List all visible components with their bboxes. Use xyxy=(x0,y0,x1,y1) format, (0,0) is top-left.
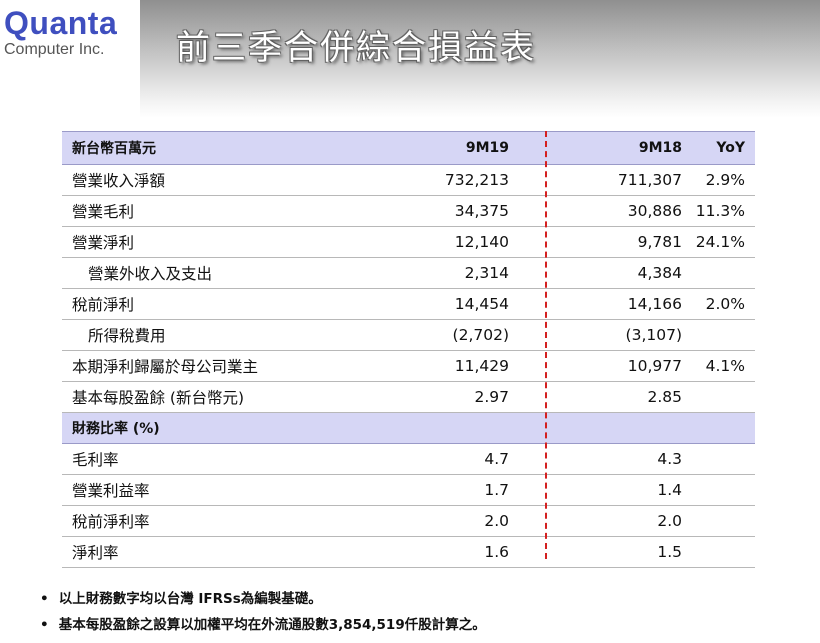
table-row: 本期淨利歸屬於母公司業主 11,429 10,977 4.1% xyxy=(62,350,755,382)
header-logo-area xyxy=(0,0,140,118)
ratio-label: 淨利率 xyxy=(62,536,422,568)
row-value-9m19: 2,314 xyxy=(422,257,545,289)
row-label: 營業淨利 xyxy=(62,226,422,258)
footnote-item: • 基本每股盈餘之設算以加權平均在外流通股數3,854,519仟股計算之。 xyxy=(40,612,486,638)
section-empty-cell xyxy=(545,412,690,444)
footnote-text: 基本每股盈餘之設算以加權平均在外流通股數3,854,519仟股計算之。 xyxy=(58,617,486,633)
row-value-9m19: (2,702) xyxy=(422,319,545,351)
ratio-value-9m18: 1.5 xyxy=(545,536,690,568)
row-value-yoy: 4.1% xyxy=(690,350,755,382)
row-value-9m19: 2.97 xyxy=(422,381,545,413)
row-value-yoy xyxy=(690,257,755,289)
header-col-9m19: 9M19 xyxy=(422,131,545,165)
row-label: 所得稅費用 xyxy=(62,319,422,351)
ratio-row: 營業利益率 1.7 1.4 xyxy=(62,474,755,506)
ratio-value-yoy xyxy=(690,443,755,475)
header-gradient-band xyxy=(140,0,820,118)
row-value-9m18: 9,781 xyxy=(545,226,690,258)
row-value-9m18: 14,166 xyxy=(545,288,690,320)
table-row: 稅前淨利 14,454 14,166 2.0% xyxy=(62,288,755,320)
ratio-row: 淨利率 1.6 1.5 xyxy=(62,536,755,568)
row-value-yoy: 2.9% xyxy=(690,164,755,196)
table-row: 營業淨利 12,140 9,781 24.1% xyxy=(62,226,755,258)
ratio-value-9m19: 1.6 xyxy=(422,536,545,568)
row-label: 本期淨利歸屬於母公司業主 xyxy=(62,350,422,382)
section-empty-cell xyxy=(422,412,545,444)
table-row: 營業收入淨額 732,213 711,307 2.9% xyxy=(62,164,755,196)
ratio-label: 毛利率 xyxy=(62,443,422,475)
header-col-9m18: 9M18 xyxy=(545,131,690,165)
ratio-label: 稅前淨利率 xyxy=(62,505,422,537)
header-col-yoy: YoY xyxy=(690,131,755,165)
row-value-yoy xyxy=(690,319,755,351)
bullet-icon: • xyxy=(40,617,49,633)
income-statement-table-wrap: 新台幣百萬元 9M19 9M18 YoY 營業收入淨額 732,213 711,30… xyxy=(62,131,755,568)
footnote-text: 以上財務數字均以台灣 IFRSs為編製基礎。 xyxy=(58,591,322,607)
ratio-row: 毛利率 4.7 4.3 xyxy=(62,443,755,475)
ratio-value-9m18: 1.4 xyxy=(545,474,690,506)
ratio-row: 稅前淨利率 2.0 2.0 xyxy=(62,505,755,537)
logo-wordmark: Quanta xyxy=(4,5,118,41)
footnote-item: • 以上財務數字均以台灣 IFRSs為編製基礎。 xyxy=(40,586,486,612)
row-label: 營業外收入及支出 xyxy=(62,257,422,289)
row-value-9m18: (3,107) xyxy=(545,319,690,351)
table-header-row: 新台幣百萬元 9M19 9M18 YoY xyxy=(62,131,755,165)
ratio-value-9m19: 4.7 xyxy=(422,443,545,475)
row-value-9m18: 4,384 xyxy=(545,257,690,289)
row-value-9m18: 711,307 xyxy=(545,164,690,196)
ratio-value-9m18: 2.0 xyxy=(545,505,690,537)
company-logo: Quanta Computer Inc. xyxy=(4,6,117,60)
column-divider-dashed xyxy=(545,131,547,559)
income-statement-table: 新台幣百萬元 9M19 9M18 YoY 營業收入淨額 732,213 711,30… xyxy=(62,131,755,568)
ratio-value-yoy xyxy=(690,536,755,568)
section-empty-cell xyxy=(690,412,755,444)
page-title: 前三季合併綜合損益表 xyxy=(176,28,536,68)
section-label: 財務比率 (%) xyxy=(62,412,422,444)
row-value-yoy: 2.0% xyxy=(690,288,755,320)
table-row: 基本每股盈餘 (新台幣元) 2.97 2.85 xyxy=(62,381,755,413)
row-value-9m18: 10,977 xyxy=(545,350,690,382)
ratio-label: 營業利益率 xyxy=(62,474,422,506)
ratio-value-yoy xyxy=(690,474,755,506)
row-value-yoy: 24.1% xyxy=(690,226,755,258)
ratio-value-9m19: 1.7 xyxy=(422,474,545,506)
footnotes: • 以上財務數字均以台灣 IFRSs為編製基礎。 • 基本每股盈餘之設算以加權平… xyxy=(40,586,486,638)
row-label: 基本每股盈餘 (新台幣元) xyxy=(62,381,422,413)
ratio-value-9m18: 4.3 xyxy=(545,443,690,475)
row-label: 營業毛利 xyxy=(62,195,422,227)
table-row: 營業外收入及支出 2,314 4,384 xyxy=(62,257,755,289)
row-value-9m19: 12,140 xyxy=(422,226,545,258)
row-value-9m19: 11,429 xyxy=(422,350,545,382)
row-value-yoy: 11.3% xyxy=(690,195,755,227)
ratio-value-yoy xyxy=(690,505,755,537)
header-unit-label: 新台幣百萬元 xyxy=(62,131,422,165)
section-header-row: 財務比率 (%) xyxy=(62,412,755,444)
row-value-9m19: 34,375 xyxy=(422,195,545,227)
row-value-9m18: 30,886 xyxy=(545,195,690,227)
row-label: 稅前淨利 xyxy=(62,288,422,320)
logo-subtitle: Computer Inc. xyxy=(4,41,105,58)
row-value-yoy xyxy=(690,381,755,413)
table-row: 營業毛利 34,375 30,886 11.3% xyxy=(62,195,755,227)
row-label: 營業收入淨額 xyxy=(62,164,422,196)
ratio-value-9m19: 2.0 xyxy=(422,505,545,537)
row-value-9m18: 2.85 xyxy=(545,381,690,413)
row-value-9m19: 732,213 xyxy=(422,164,545,196)
row-value-9m19: 14,454 xyxy=(422,288,545,320)
bullet-icon: • xyxy=(40,591,49,607)
table-row: 所得稅費用 (2,702) (3,107) xyxy=(62,319,755,351)
